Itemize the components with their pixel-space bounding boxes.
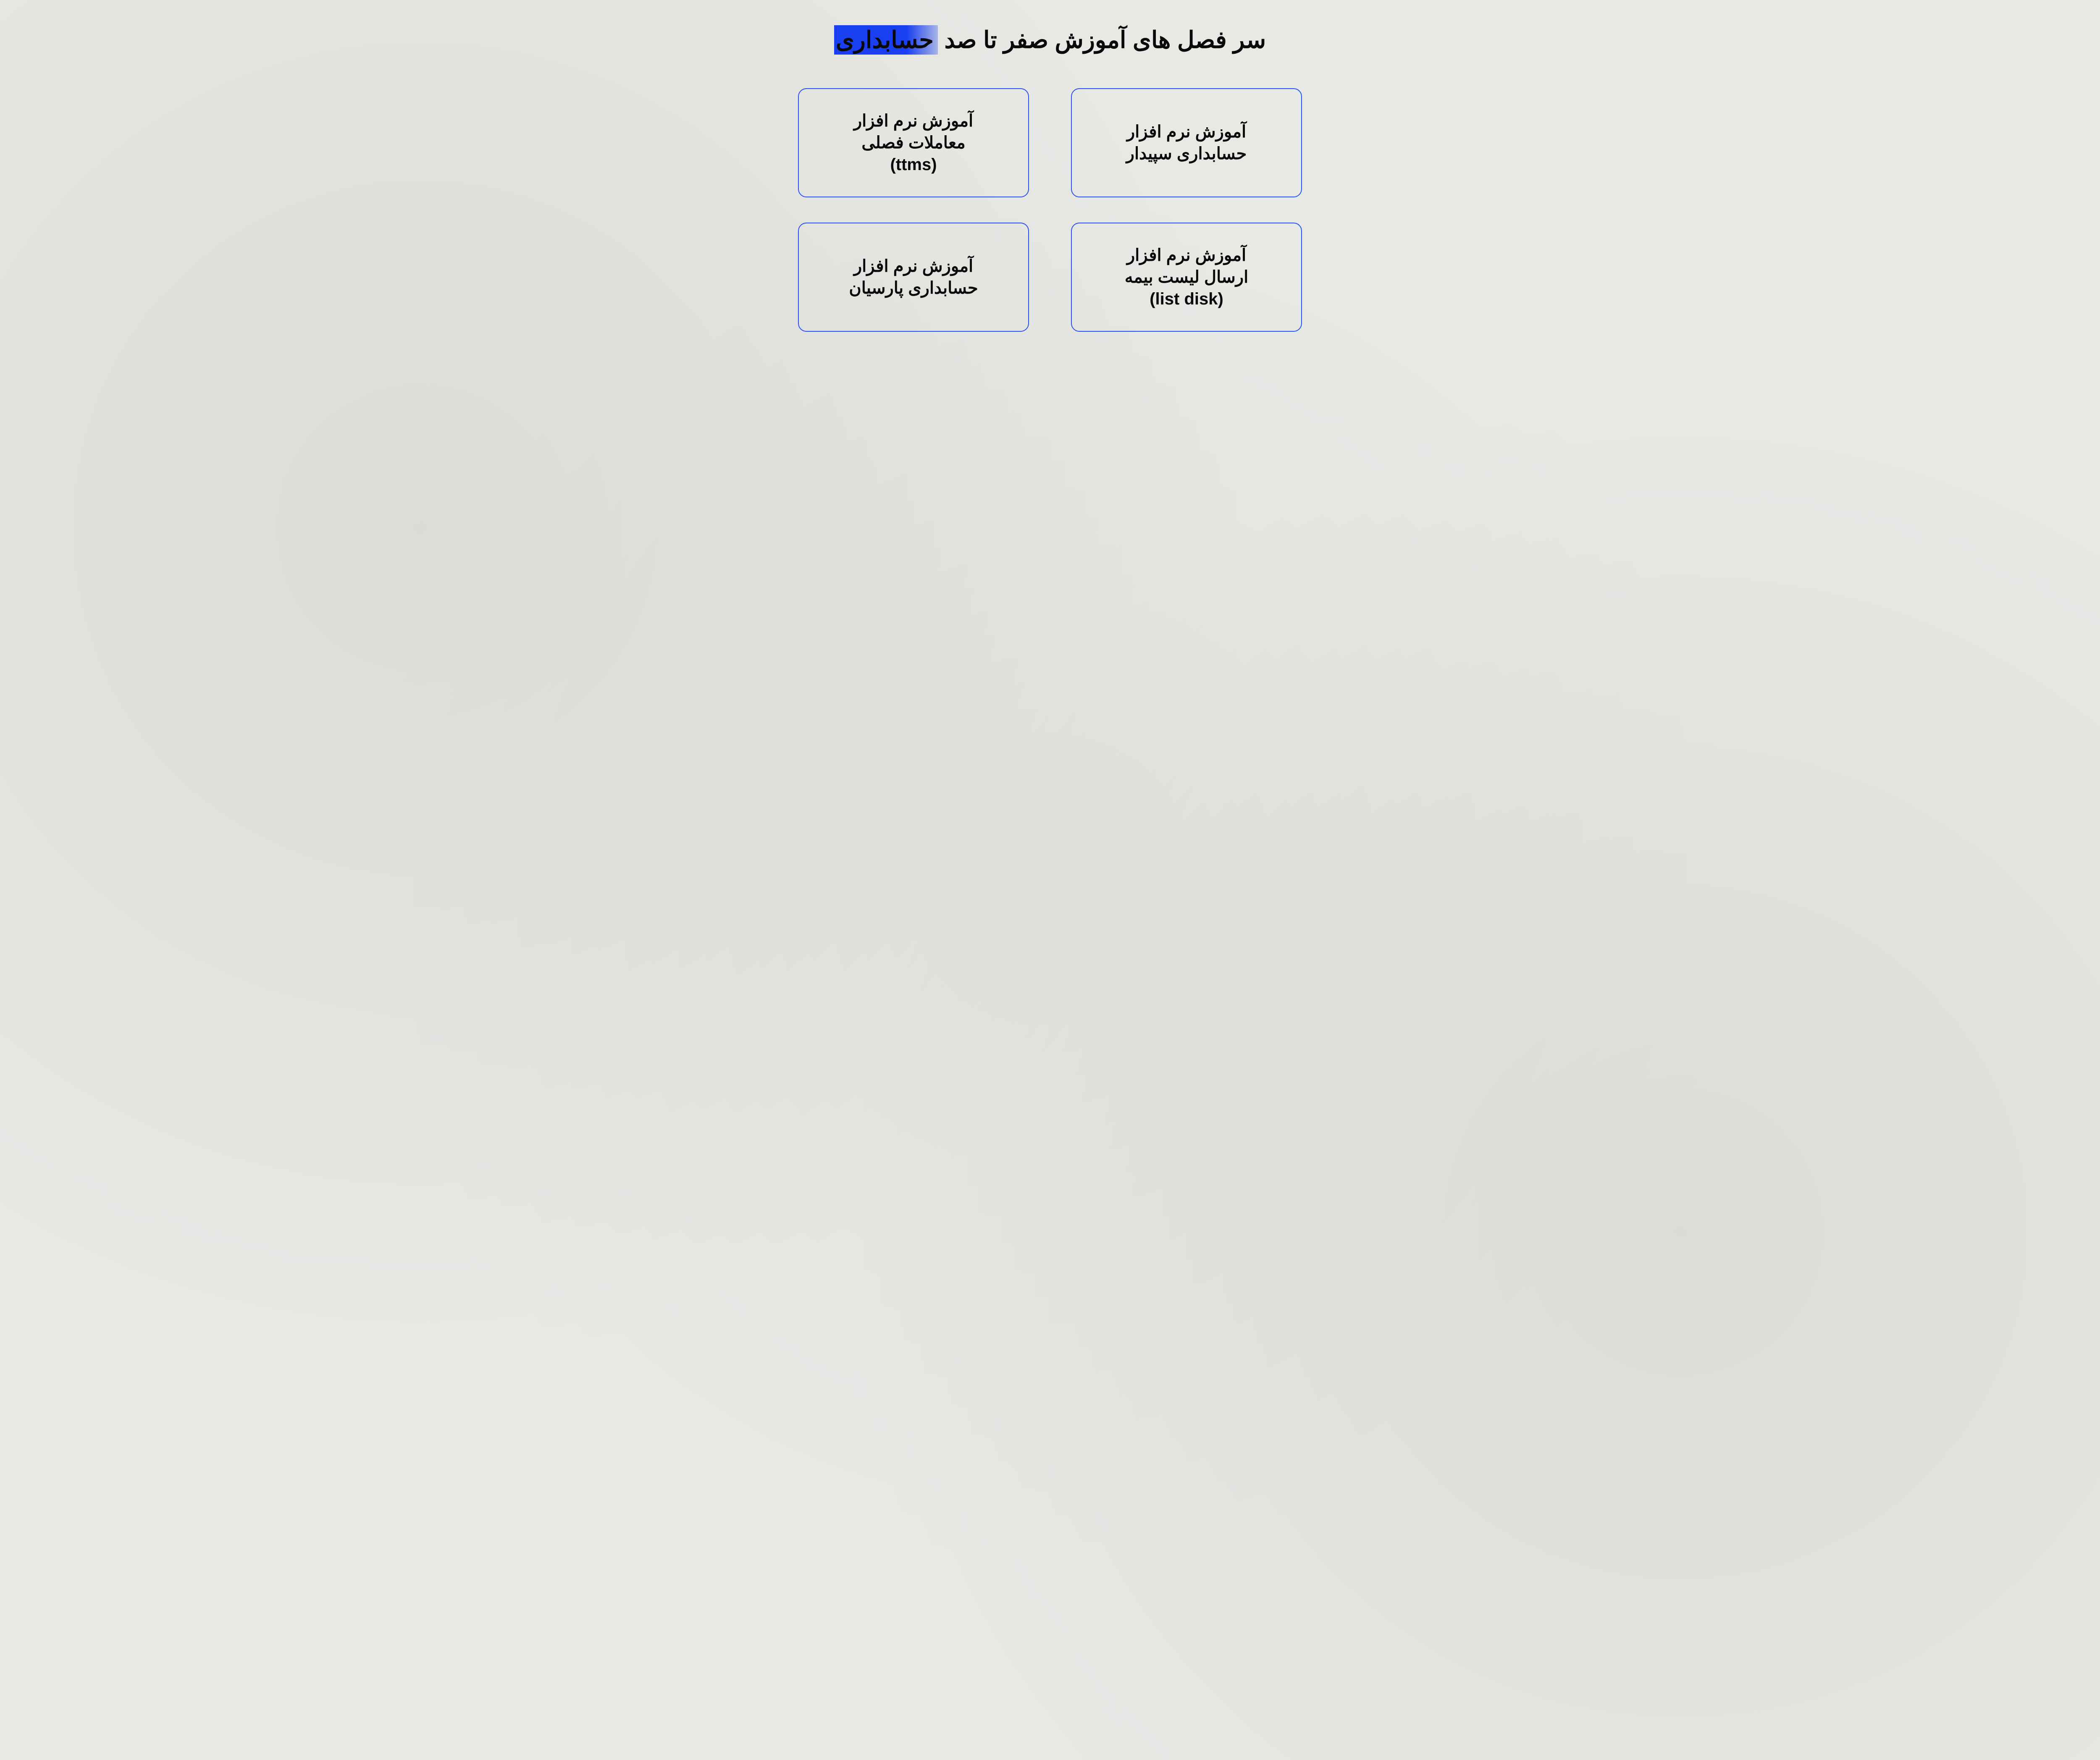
- card-text-listdisk: آموزش نرم افزار ارسال لیست بیمه (list di…: [1125, 244, 1248, 310]
- card-text-parsian: آموزش نرم افزار حسابداری پارسیان: [849, 255, 978, 299]
- main-title: سر فصل های آموزش صفر تا صد حسابداری: [834, 25, 1266, 55]
- title-container: سر فصل های آموزش صفر تا صد حسابداری: [834, 25, 1266, 55]
- cards-grid: آموزش نرم افزار حسابداری سپیدار آموزش نر…: [798, 88, 1302, 332]
- card-parsian: آموزش نرم افزار حسابداری پارسیان: [798, 223, 1029, 332]
- title-prefix: سر فصل های آموزش صفر تا صد: [938, 26, 1266, 53]
- card-text-ttms: آموزش نرم افزار معاملات فصلی (ttms): [854, 110, 973, 176]
- card-listdisk: آموزش نرم افزار ارسال لیست بیمه (list di…: [1071, 223, 1302, 332]
- title-highlighted: حسابداری: [834, 25, 938, 55]
- card-text-sepidar: آموزش نرم افزار حسابداری سپیدار: [1126, 121, 1247, 165]
- card-sepidar: آموزش نرم افزار حسابداری سپیدار: [1071, 88, 1302, 197]
- card-ttms: آموزش نرم افزار معاملات فصلی (ttms): [798, 88, 1029, 197]
